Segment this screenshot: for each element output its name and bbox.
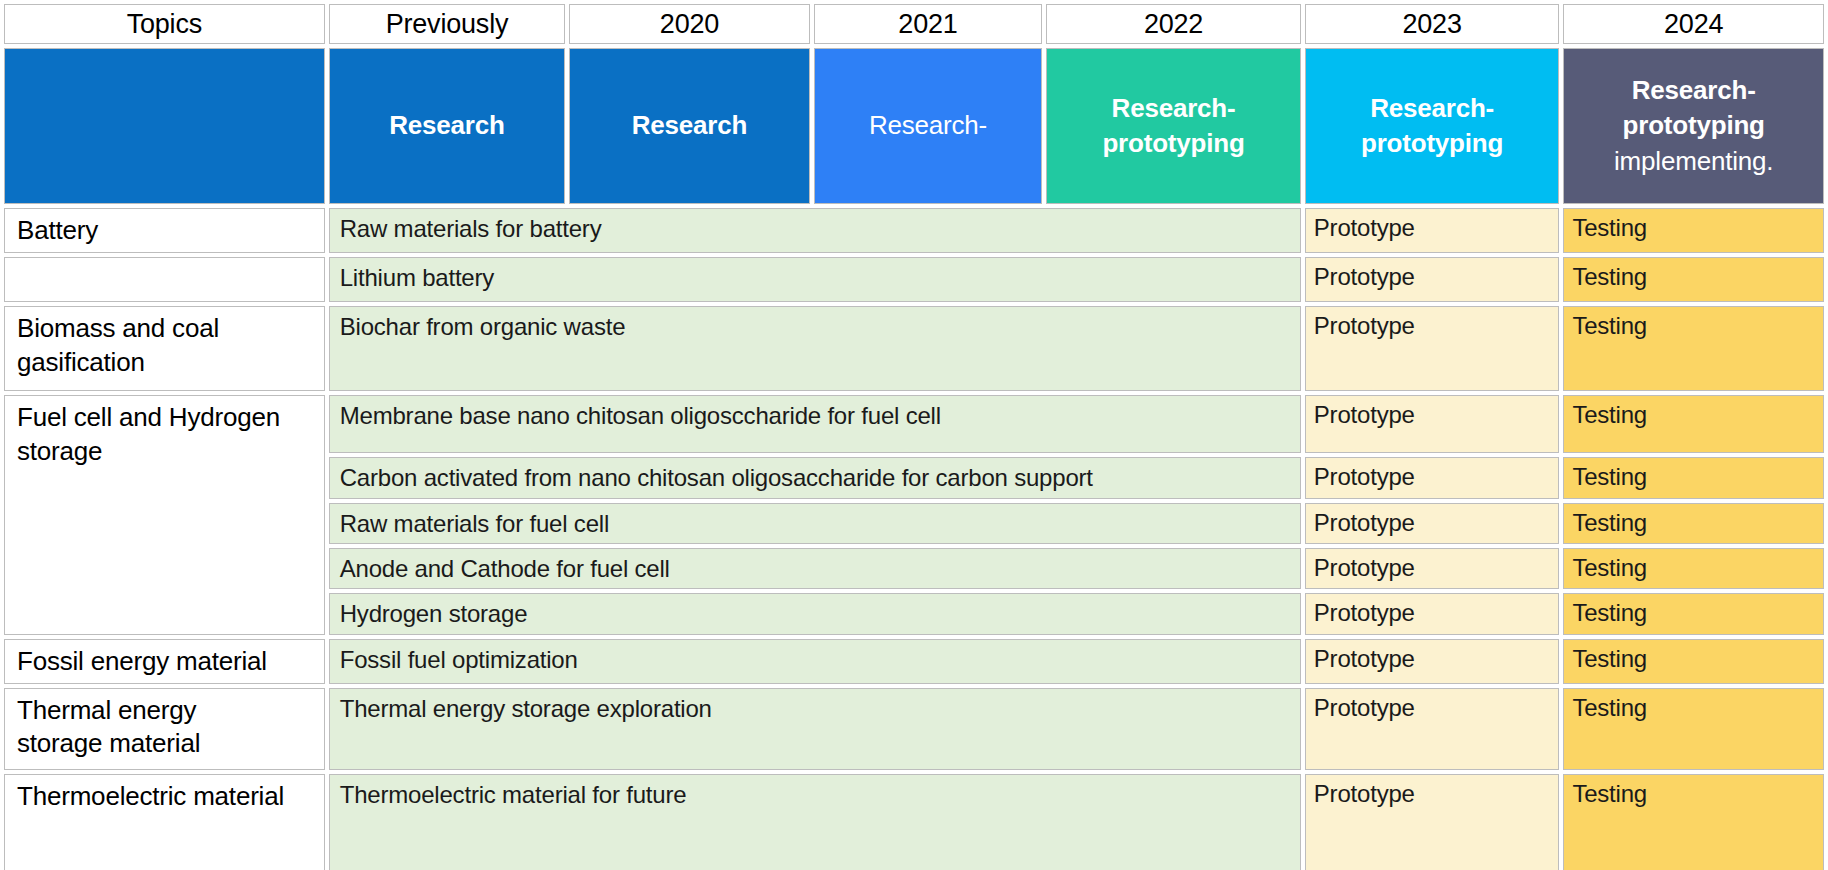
stage-cell-2021: Research- [814,48,1043,204]
activity-cell: Thermoelectric material for future [329,774,1301,870]
header-topics: Topics [4,4,325,44]
topic-cell-battery: Battery [4,208,325,253]
testing-cell: Testing [1563,639,1824,684]
research-roadmap-slide: Topics Previously 2020 2021 2022 2023 20… [0,0,1828,870]
activity-cell: Lithium battery [329,257,1301,302]
testing-cell: Testing [1563,593,1824,635]
prototype-cell: Prototype [1305,688,1560,770]
topic-cell-biomass: Biomass and coal gasification [4,306,325,391]
header-2020: 2020 [569,4,810,44]
stage-2024-sub: implementing. [1572,144,1815,179]
activity-cell: Thermal energy storage exploration [329,688,1301,770]
testing-cell: Testing [1563,774,1824,870]
roadmap-table: Topics Previously 2020 2021 2022 2023 20… [0,0,1828,870]
activity-cell: Carbon activated from nano chitosan olig… [329,457,1301,499]
activity-cell: Hydrogen storage [329,593,1301,635]
table-row: Biomass and coal gasification Biochar fr… [4,306,1824,391]
testing-cell: Testing [1563,208,1824,253]
topic-cell-empty [4,257,325,302]
prototype-cell: Prototype [1305,208,1560,253]
prototype-cell: Prototype [1305,548,1560,589]
testing-cell: Testing [1563,306,1824,391]
header-row: Topics Previously 2020 2021 2022 2023 20… [4,4,1824,44]
header-2021: 2021 [814,4,1043,44]
stage-cell-previously: Research [329,48,566,204]
prototype-cell: Prototype [1305,457,1560,499]
header-2024: 2024 [1563,4,1824,44]
topic-cell-thermoelectric: Thermoelectric material [4,774,325,870]
testing-cell: Testing [1563,548,1824,589]
stage-cell-2020: Research [569,48,810,204]
testing-cell: Testing [1563,257,1824,302]
table-row: Thermoelectric material Thermoelectric m… [4,774,1824,870]
header-2023: 2023 [1305,4,1560,44]
activity-cell: Membrane base nano chitosan oligoscchari… [329,395,1301,453]
prototype-cell: Prototype [1305,774,1560,870]
table-row: Battery Raw materials for battery Protot… [4,208,1824,253]
topic-cell-fossil: Fossil energy material [4,639,325,684]
activity-cell: Raw materials for battery [329,208,1301,253]
table-row: Fossil energy material Fossil fuel optim… [4,639,1824,684]
activity-cell: Biochar from organic waste [329,306,1301,391]
prototype-cell: Prototype [1305,639,1560,684]
testing-cell: Testing [1563,503,1824,544]
activity-cell: Raw materials for fuel cell [329,503,1301,544]
table-row: Thermal energy storage material Thermal … [4,688,1824,770]
stage-cell-2023: Research-prototyping [1305,48,1560,204]
topic-cell-fuel-cell: Fuel cell and Hydrogen storage [4,395,325,635]
table-row: Lithium battery Prototype Testing [4,257,1824,302]
prototype-cell: Prototype [1305,593,1560,635]
stage-2024-main: Research-prototyping [1572,73,1815,143]
prototype-cell: Prototype [1305,257,1560,302]
activity-cell: Anode and Cathode for fuel cell [329,548,1301,589]
header-previously: Previously [329,4,566,44]
testing-cell: Testing [1563,395,1824,453]
testing-cell: Testing [1563,688,1824,770]
prototype-cell: Prototype [1305,503,1560,544]
topic-cell-thermal: Thermal energy storage material [4,688,325,770]
prototype-cell: Prototype [1305,395,1560,453]
header-2022: 2022 [1046,4,1301,44]
table-row: Fuel cell and Hydrogen storage Membrane … [4,395,1824,453]
activity-cell: Fossil fuel optimization [329,639,1301,684]
stage-cell-blank [4,48,325,204]
stage-cell-2022: Research-prototyping [1046,48,1301,204]
prototype-cell: Prototype [1305,306,1560,391]
stage-row: Research Research Research- Research-pro… [4,48,1824,204]
stage-cell-2024: Research-prototyping implementing. [1563,48,1824,204]
testing-cell: Testing [1563,457,1824,499]
